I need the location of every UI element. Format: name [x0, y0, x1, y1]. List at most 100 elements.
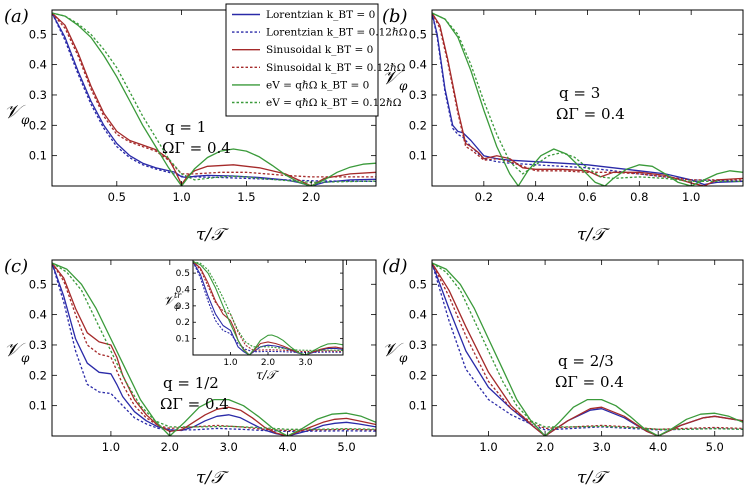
x-tick-label: 2.0	[261, 358, 276, 368]
x-tick-label: 1.0	[223, 358, 238, 368]
series-line-a-4	[52, 12, 376, 186]
y-tick-label: 0.2	[29, 368, 47, 382]
y-tick-label: 0.5	[409, 277, 427, 291]
xlabel-a: τ/𝒯	[196, 225, 229, 245]
x-tick-label: 0.8	[630, 190, 648, 204]
xlabel-b: τ/𝒯	[577, 225, 610, 245]
series-line-b-4	[432, 12, 743, 186]
x-tick-label: 0.2	[475, 190, 493, 204]
series-line-c-1	[52, 262, 376, 433]
y-tick-label: 0.4	[29, 308, 47, 322]
legend-entry-5: eV = qℏΩ k_BT = 0.12ℏΩ	[266, 97, 402, 109]
legend: Lorentzian k_BT = 0 Lorentzian k_BT = 0.1…	[225, 3, 408, 117]
svg-text:φ: φ	[21, 351, 30, 365]
annotation-c-omega: ΩΓ = 0.4	[160, 395, 229, 413]
y-tick-label: 0.1	[176, 335, 190, 345]
x-tick-label: 1.0	[102, 440, 120, 454]
x-tick-label: 5.0	[706, 440, 724, 454]
svg-text:φ: φ	[21, 113, 30, 127]
x-tick-label: 5.0	[337, 440, 355, 454]
svg-text:τ/𝒯: τ/𝒯	[577, 225, 610, 245]
x-tick-label: 4.0	[278, 440, 296, 454]
panel-a-axes: 0.5 1.0 1.5 2.0 0.1 0.2 0.3 0.4 0.5	[29, 9, 377, 204]
panel-label-d: (d)	[382, 256, 408, 277]
series-line-c inset-2	[432, 262, 743, 436]
series-line-c inset-1	[432, 262, 743, 431]
panel-d-axes: 1.0 2.0 3.0 4.0 5.0 0.1 0.2 0.3 0.4 0.5	[409, 259, 744, 454]
annotation-c-q: q = 1/2	[163, 374, 219, 392]
x-tick-label: 3.0	[592, 440, 610, 454]
y-tick-label: 0.3	[176, 302, 190, 312]
y-tick-label: 0.1	[29, 399, 47, 413]
legend-box	[225, 3, 379, 117]
svg-text:tr: tr	[174, 291, 182, 300]
x-tick-label: 3.0	[298, 358, 313, 368]
xlabel-d: τ/𝒯	[577, 468, 610, 487]
x-tick-label: 1.0	[172, 190, 190, 204]
y-tick-label: 0.3	[29, 88, 47, 102]
y-tick-label: 0.5	[176, 269, 190, 279]
y-tick-label: 0.5	[29, 277, 47, 291]
legend-entry-0: Lorentzian k_BT = 0	[266, 9, 375, 21]
y-tick-label: 0.4	[409, 308, 427, 322]
y-tick-label: 0.5	[29, 27, 47, 41]
svg-text:φ: φ	[399, 351, 408, 365]
x-tick-label: 2.0	[302, 190, 320, 204]
legend-entry-1: Lorentzian k_BT = 0.12ℏΩ	[266, 27, 408, 39]
svg-text:τ/𝒯: τ/𝒯	[196, 225, 229, 245]
panel-c-inset-axes: 1.0 2.0 3.0 0.1 0.2 0.3 0.4 0.5	[176, 259, 344, 368]
x-tick-label: 4.0	[649, 440, 667, 454]
series-line-c-4	[52, 262, 376, 436]
series-line-b-5	[432, 12, 743, 183]
y-tick-label: 0.4	[29, 58, 47, 72]
series-line-inset-4	[193, 261, 343, 355]
series-line-c inset-5	[432, 262, 743, 430]
series-line-inset-5	[193, 261, 343, 351]
annotation-a-omega: ΩΓ = 0.4	[162, 139, 231, 157]
y-tick-label: 0.2	[29, 118, 47, 132]
panel-label-c: (c)	[4, 256, 28, 277]
y-tick-label: 0.3	[29, 338, 47, 352]
axes-frame	[431, 259, 744, 437]
series-line-a-5	[52, 12, 376, 184]
svg-text:φ: φ	[174, 302, 180, 311]
series-line-inset-3	[193, 261, 343, 352]
series-line-a-3	[52, 12, 376, 178]
series-line-a-1	[52, 12, 376, 183]
annotation-b-q: q = 3	[559, 84, 600, 102]
series-line-b-1	[432, 12, 743, 183]
annotation-d-q: q = 2/3	[558, 352, 614, 370]
panel-label-b: (b)	[382, 6, 408, 27]
x-tick-label: 0.5	[108, 190, 126, 204]
series-line-c inset-3	[432, 262, 743, 430]
x-tick-label: 0.4	[527, 190, 545, 204]
y-tick-label: 0.1	[29, 149, 47, 163]
annotation-a-q: q = 1	[165, 118, 206, 136]
series-line-c inset-4	[432, 262, 743, 436]
panel-b-axes: 0.2 0.4 0.6 0.8 1.0 0.1 0.2 0.3 0.4 0.5	[409, 9, 744, 204]
legend-entry-4: eV = qℏΩ k_BT = 0	[266, 79, 369, 91]
x-tick-label: 2.0	[536, 440, 554, 454]
y-tick-label: 0.4	[176, 285, 191, 295]
x-tick-label: 1.0	[682, 190, 700, 204]
y-tick-label: 0.3	[409, 338, 427, 352]
xlabel-c: τ/𝒯	[196, 468, 229, 487]
y-tick-label: 0.1	[409, 149, 427, 163]
xlabel-inset: τ/𝒯	[256, 368, 280, 382]
annotation-d-omega: ΩΓ = 0.4	[555, 373, 624, 391]
x-tick-label: 1.0	[479, 440, 497, 454]
series-line-b-3	[432, 12, 743, 181]
y-tick-label: 0.1	[409, 399, 427, 413]
panel-label-a: (a)	[4, 6, 29, 27]
svg-text:τ/𝒯: τ/𝒯	[577, 468, 610, 487]
legend-entry-2: Sinusoidal k_BT = 0	[266, 44, 373, 56]
legend-entry-3: Sinusoidal k_BT = 0.12ℏΩ	[266, 62, 406, 74]
x-tick-label: 3.0	[220, 440, 238, 454]
panel-c-axes: 1.0 2.0 3.0 4.0 5.0 0.1 0.2 0.3 0.4 0.5	[29, 259, 377, 454]
x-tick-label: 1.5	[237, 190, 255, 204]
y-tick-label: 0.5	[409, 27, 427, 41]
svg-text:φ: φ	[399, 79, 408, 93]
